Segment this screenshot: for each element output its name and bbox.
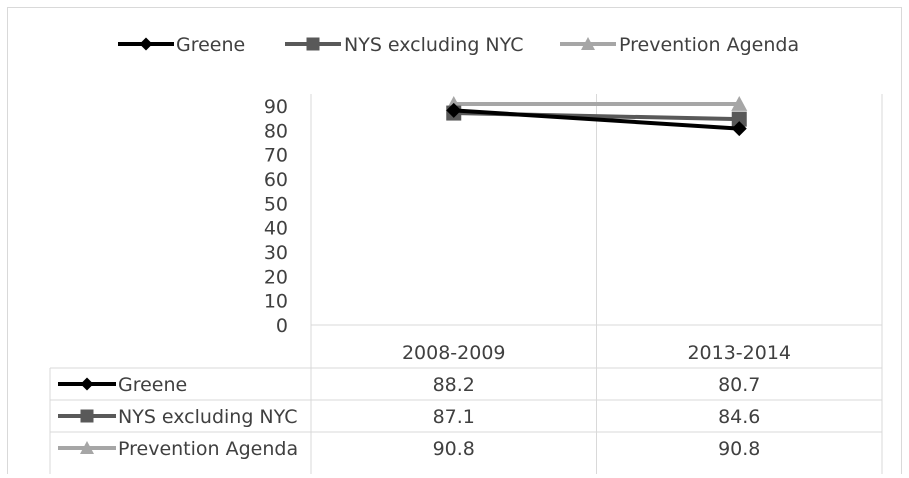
y-tick-label-9: 0 bbox=[276, 315, 288, 337]
y-tick-label-0: 90 bbox=[264, 96, 288, 118]
table-row-key-0 bbox=[58, 377, 116, 391]
data-label-0-0: 88.2 bbox=[433, 374, 475, 396]
y-tick-label-5: 40 bbox=[264, 218, 288, 240]
y-tick-label-3: 60 bbox=[264, 169, 288, 191]
data-label-1-0: 87.1 bbox=[433, 406, 475, 428]
gridlines bbox=[310, 94, 883, 336]
table-row-key-1-marker bbox=[80, 409, 94, 423]
legend: Greene NYS excluding NYC Prevention Agenda bbox=[118, 34, 799, 56]
table-row-key-1 bbox=[58, 409, 116, 423]
series-1-point-1 bbox=[731, 111, 747, 127]
table-row-label-2: Prevention Agenda bbox=[118, 438, 298, 460]
legend-sample-2 bbox=[560, 37, 616, 50]
data-label-1-1: 84.6 bbox=[718, 406, 760, 428]
y-tick-label-4: 50 bbox=[264, 193, 288, 215]
y-tick-label-8: 10 bbox=[264, 291, 288, 313]
legend-sample-0 bbox=[118, 37, 174, 51]
y-tick-label-6: 30 bbox=[264, 242, 288, 264]
legend-label-1: NYS excluding NYC bbox=[344, 34, 523, 56]
x-tick-label-0: 2008-2009 bbox=[402, 342, 506, 364]
data-label-2-1: 90.8 bbox=[718, 438, 760, 460]
table-row-key-0-marker bbox=[80, 377, 94, 391]
table-row-key-2 bbox=[58, 441, 116, 454]
legend-sample-1 bbox=[285, 37, 341, 51]
legend-sample-0-marker bbox=[139, 37, 153, 51]
series-line-0 bbox=[453, 108, 740, 131]
table-row-label-1: NYS excluding NYC bbox=[118, 406, 297, 428]
legend-sample-1-marker bbox=[306, 37, 320, 51]
chart-border bbox=[7, 7, 902, 478]
data-table: 2008-2009 2013-2014 Greene 88.2 80.7 NYS excl… bbox=[49, 336, 883, 474]
y-tick-label-1: 80 bbox=[264, 120, 288, 142]
series-layer bbox=[445, 96, 748, 137]
table-row-label-0: Greene bbox=[118, 374, 187, 396]
y-tick-label-7: 20 bbox=[264, 266, 288, 288]
legend-label-2: Prevention Agenda bbox=[619, 34, 799, 56]
table-row-key-2-marker bbox=[80, 441, 94, 454]
data-label-0-1: 80.7 bbox=[718, 374, 760, 396]
series-0-point-1 bbox=[731, 121, 747, 137]
y-tick-label-2: 70 bbox=[264, 145, 288, 167]
data-label-2-0: 90.8 bbox=[433, 438, 475, 460]
x-tick-label-1: 2013-2014 bbox=[687, 342, 791, 364]
legend-sample-2-marker bbox=[581, 37, 595, 50]
series-0-point-0 bbox=[446, 102, 462, 118]
series-2-point-1 bbox=[731, 96, 748, 111]
legend-label-0: Greene bbox=[176, 34, 245, 56]
